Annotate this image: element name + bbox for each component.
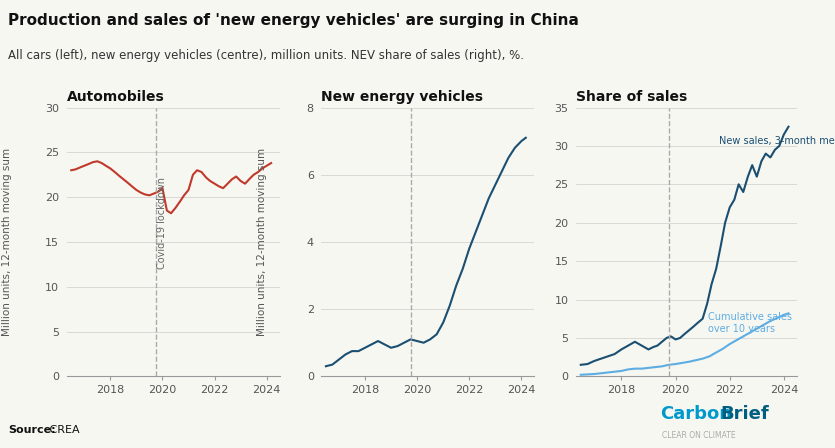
Text: New sales, 3-month mean: New sales, 3-month mean xyxy=(719,136,835,146)
Text: All cars (left), new energy vehicles (centre), million units. NEV share of sales: All cars (left), new energy vehicles (ce… xyxy=(8,49,524,62)
Text: Covid-19 lockdown: Covid-19 lockdown xyxy=(158,177,168,269)
Text: New energy vehicles: New energy vehicles xyxy=(321,90,483,103)
Text: Share of sales: Share of sales xyxy=(576,90,687,103)
Text: Source:: Source: xyxy=(8,425,56,435)
Text: CLEAR ON CLIMATE: CLEAR ON CLIMATE xyxy=(662,431,736,440)
Text: Cumulative sales
over 10 years: Cumulative sales over 10 years xyxy=(708,312,792,334)
Text: Automobiles: Automobiles xyxy=(67,90,164,103)
Text: CREA: CREA xyxy=(46,425,79,435)
Text: Million units, 12-month moving sum: Million units, 12-month moving sum xyxy=(3,148,13,336)
Text: Carbon: Carbon xyxy=(660,405,731,423)
Text: Million units, 12-month moving sum: Million units, 12-month moving sum xyxy=(257,148,267,336)
Text: Brief: Brief xyxy=(721,405,769,423)
Text: Production and sales of 'new energy vehicles' are surging in China: Production and sales of 'new energy vehi… xyxy=(8,13,579,28)
